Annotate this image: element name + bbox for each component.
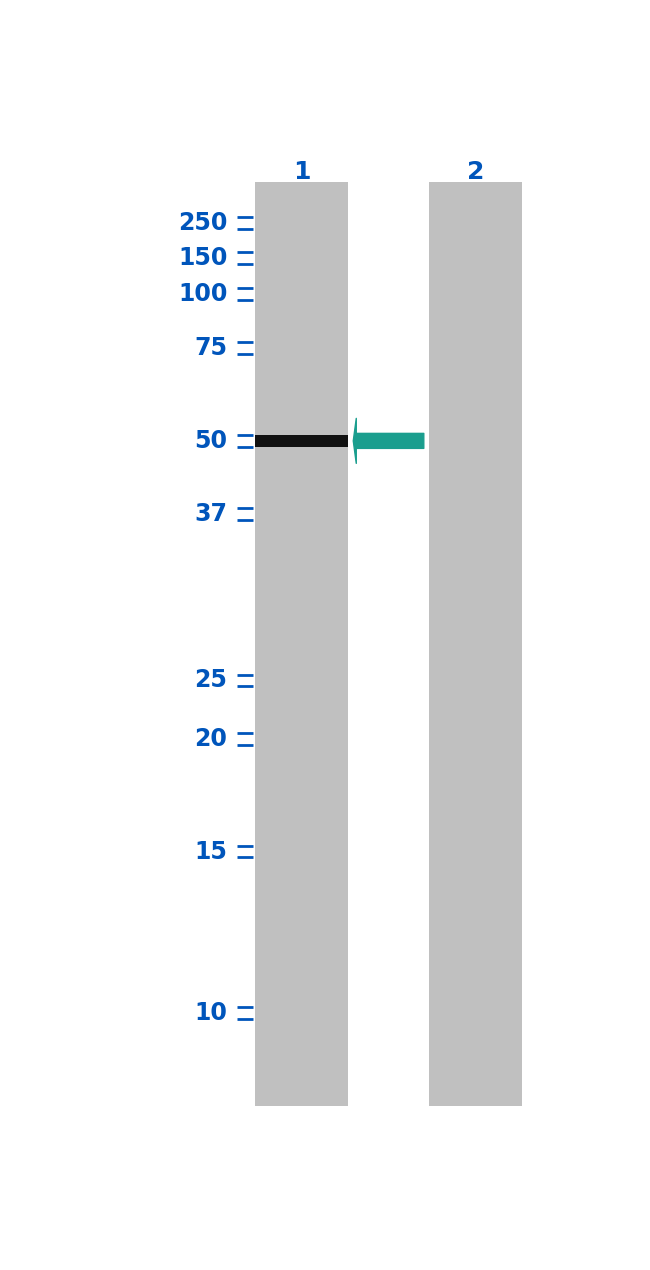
Text: 150: 150 [178,246,228,271]
Text: 75: 75 [194,337,228,359]
Bar [255,434,348,447]
Text: 2: 2 [467,160,484,184]
Bar [429,182,522,1106]
Text: 10: 10 [194,1001,228,1025]
Text: 20: 20 [194,728,228,751]
Text: 37: 37 [194,502,228,526]
Text: 1: 1 [293,160,311,184]
Text: 250: 250 [178,211,228,235]
Text: 25: 25 [194,668,228,692]
Text: 50: 50 [194,429,228,453]
Text: 15: 15 [194,839,228,864]
Bar [255,182,348,1106]
Text: 100: 100 [178,282,228,306]
